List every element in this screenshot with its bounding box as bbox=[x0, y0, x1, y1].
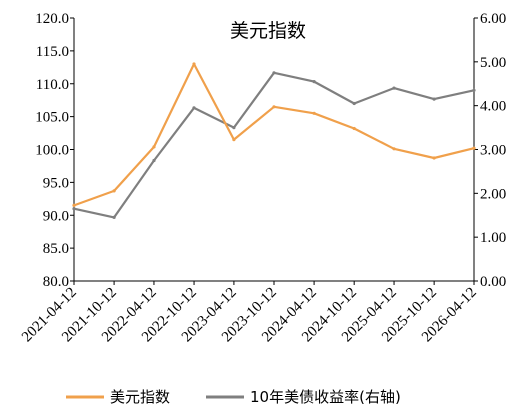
left-tick-label: 120.0 bbox=[35, 11, 69, 27]
series-point-0 bbox=[232, 138, 236, 142]
left-axis-ticks: 80.0 85.0 90.0 95.0 100.0 105.0 110.0 115.0 120.… bbox=[35, 11, 74, 290]
chart-title: 美元指数 bbox=[230, 20, 306, 42]
series-point-0 bbox=[392, 147, 396, 151]
left-tick-label: 115.0 bbox=[36, 44, 69, 60]
series-lines bbox=[72, 62, 476, 219]
series-point-0 bbox=[152, 145, 156, 149]
series-point-0 bbox=[272, 105, 276, 109]
left-tick-label: 80.0 bbox=[43, 274, 69, 290]
series-point-1 bbox=[112, 215, 116, 219]
legend: 美元指数 10年美债收益率(右轴) bbox=[66, 388, 401, 406]
series-line-0 bbox=[73, 62, 475, 207]
series-point-1 bbox=[432, 97, 436, 101]
series-point-1 bbox=[192, 106, 196, 110]
right-tick-label: 0.00 bbox=[480, 274, 506, 290]
series-point-0 bbox=[72, 203, 76, 207]
series-point-0 bbox=[112, 189, 116, 193]
left-tick-label: 110.0 bbox=[36, 77, 69, 93]
left-tick-label: 95.0 bbox=[43, 175, 69, 191]
legend-label-1: 10年美债收益率(右轴) bbox=[250, 388, 401, 406]
right-tick-label: 6.00 bbox=[480, 11, 506, 27]
series-point-0 bbox=[352, 126, 356, 131]
series-point-1 bbox=[392, 86, 396, 90]
series-point-0 bbox=[312, 111, 316, 115]
series-line-1 bbox=[73, 71, 475, 219]
right-tick-label: 5.00 bbox=[480, 55, 506, 71]
series-point-1 bbox=[152, 158, 156, 163]
series-point-1 bbox=[72, 207, 76, 211]
series-point-0 bbox=[192, 62, 196, 66]
series-point-1 bbox=[472, 88, 476, 92]
left-tick-label: 85.0 bbox=[43, 241, 69, 257]
right-tick-label: 3.00 bbox=[480, 143, 506, 159]
series-point-0 bbox=[472, 146, 476, 150]
series-point-1 bbox=[272, 71, 276, 75]
x-axis-ticks: 2021-04-122021-10-122022-04-122022-10-12… bbox=[19, 281, 480, 345]
left-tick-label: 100.0 bbox=[35, 143, 69, 159]
right-tick-label: 1.00 bbox=[480, 230, 506, 246]
plot-frame bbox=[73, 18, 475, 282]
legend-label-0: 美元指数 bbox=[110, 388, 170, 406]
series-point-0 bbox=[432, 156, 436, 160]
right-axis-ticks: 0.00 1.00 2.00 3.00 4.00 5.00 6.00 bbox=[474, 11, 506, 290]
right-tick-label: 4.00 bbox=[480, 99, 506, 115]
left-tick-label: 90.0 bbox=[43, 208, 69, 224]
series-point-1 bbox=[312, 80, 316, 84]
left-tick-label: 105.0 bbox=[35, 110, 69, 126]
series-point-1 bbox=[352, 101, 356, 106]
right-tick-label: 2.00 bbox=[480, 186, 506, 202]
series-point-1 bbox=[232, 126, 236, 130]
